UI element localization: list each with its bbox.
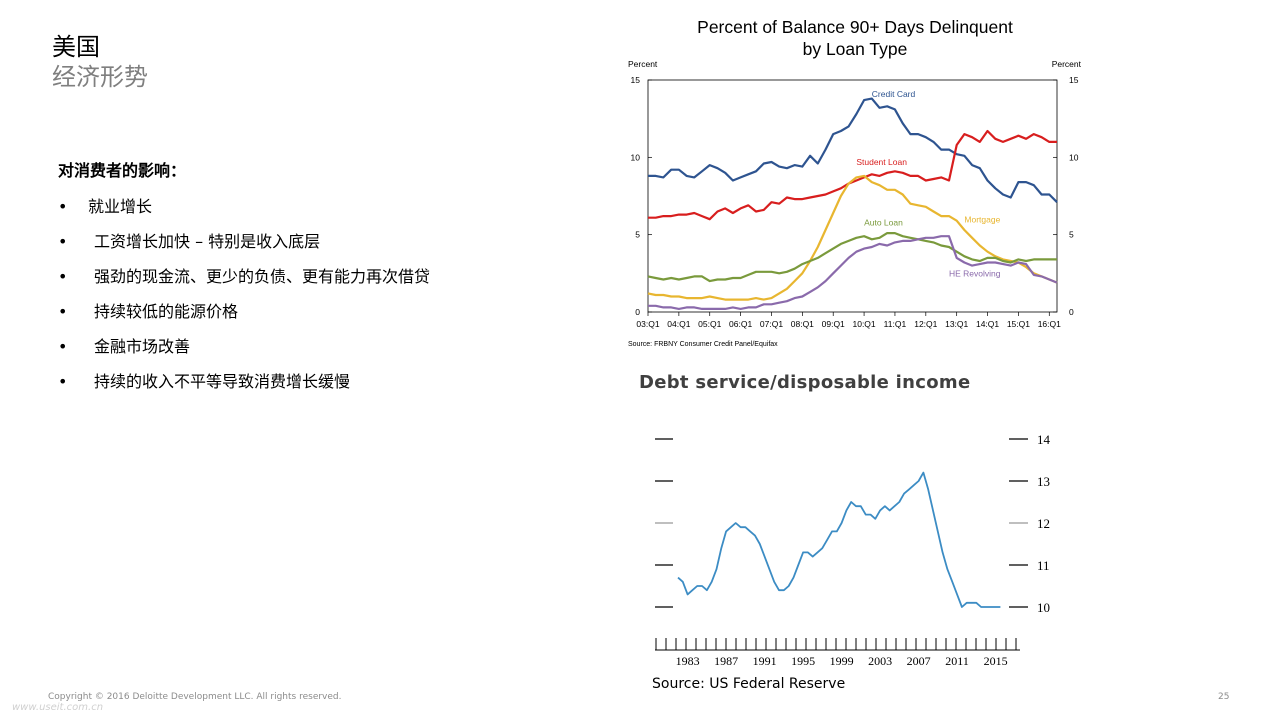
chart-subtitle: by Loan Type [803, 39, 908, 59]
x-tick-label: 2015 [984, 654, 1008, 668]
series-line [648, 129, 1057, 221]
debt-service-chart-title: Debt service/disposable income [639, 372, 971, 393]
y-tick-label-left: 10 [631, 152, 641, 162]
y-tick-label: 14 [1037, 432, 1051, 447]
x-tick-label: 08:Q1 [791, 319, 814, 329]
plot-frame [647, 79, 1058, 313]
delinquency-chart: Percent of Balance 90+ Days Delinquentby… [628, 17, 1082, 348]
x-tick-label: 1991 [753, 654, 777, 668]
bullet-dot: • [58, 302, 68, 321]
x-tick-label: 14:Q1 [976, 319, 999, 329]
x-tick-label: 2003 [868, 654, 892, 668]
series-label: Student Loan [856, 157, 907, 167]
x-tick-label: 11:Q1 [884, 319, 907, 329]
x-tick-label: 1983 [676, 654, 700, 668]
x-tick-label: 16:Q1 [1038, 319, 1061, 329]
y-tick-label: 11 [1037, 558, 1050, 573]
series-line [648, 97, 1058, 203]
y-tick-label-left: 5 [635, 230, 640, 240]
y-tick-label-left: 15 [631, 75, 641, 85]
x-tick-label: 15:Q1 [1007, 319, 1030, 329]
title-country: 美国 [52, 33, 100, 61]
bullet-text: 金融市场改善 [94, 337, 191, 356]
y-tick-label-right: 10 [1069, 152, 1079, 162]
y-tick-label-right: 15 [1069, 75, 1079, 85]
bullet-text: 持续的收入不平等导致消费增长缓慢 [94, 372, 351, 391]
x-tick-label: 05:Q1 [698, 319, 721, 329]
bullet-text: 工资增长加快 – 特别是收入底层 [94, 232, 321, 251]
series-label: Auto Loan [864, 217, 903, 227]
chart-title: Percent of Balance 90+ Days Delinquent [697, 17, 1013, 37]
y-tick-label: 10 [1037, 600, 1050, 615]
x-tick-label: 2007 [907, 654, 931, 668]
y-tick-label-right: 5 [1069, 230, 1074, 240]
x-tick-label: 1995 [791, 654, 815, 668]
y-tick-label: 13 [1037, 474, 1050, 489]
y-tick-label-left: 0 [635, 307, 640, 317]
y-tick-label-right: 0 [1069, 307, 1074, 317]
series-line [647, 174, 1058, 301]
series-label: HE Revolving [949, 268, 1001, 278]
y-axis-label-right: Percent [1052, 59, 1082, 69]
chart-source: Source: FRBNY Consumer Credit Panel/Equi… [628, 341, 778, 348]
x-tick-label: 1987 [714, 654, 738, 668]
series-label: Credit Card [872, 89, 916, 99]
x-tick-label: 06:Q1 [729, 319, 752, 329]
x-tick-label: 12:Q1 [914, 319, 937, 329]
impact-heading: 对消费者的影响： [58, 161, 187, 180]
copyright-notice: Copyright © 2016 Deloitte Development LL… [48, 692, 342, 702]
bullet-text: 强劲的现金流、更少的负债、更有能力再次借贷 [94, 267, 431, 286]
x-tick-label: 07:Q1 [760, 319, 783, 329]
x-tick-label: 03:Q1 [636, 319, 659, 329]
series-label: Mortgage [964, 214, 1000, 224]
bullet-dot: • [58, 337, 68, 356]
bullet-dot: • [58, 267, 68, 286]
debt-service-chart: 10 11 12 13 14 1983 1987 1991 1995 1999 2003 2007 20… [655, 432, 1051, 668]
x-tick-label: 04:Q1 [667, 319, 690, 329]
watermark: www.useit.com.cn [12, 702, 104, 713]
x-tick-label: 2011 [945, 654, 969, 668]
bullet-dot: • [58, 232, 68, 251]
series-line [648, 235, 1058, 310]
x-tick-label: 1999 [830, 654, 854, 668]
bullet-text: 就业增长 [88, 197, 153, 216]
series-line [677, 471, 1001, 608]
y-tick-label: 12 [1037, 516, 1050, 531]
bullet-dot: • [58, 372, 68, 391]
debt-service-source: Source: US Federal Reserve [652, 676, 846, 692]
bullet-dot: • [58, 197, 68, 216]
x-tick-label: 09:Q1 [822, 319, 845, 329]
slide-title: 美国 经济形势 [52, 32, 148, 92]
x-tick-label: 13:Q1 [945, 319, 968, 329]
y-axis-label-left: Percent [628, 59, 658, 69]
page-number: 25 [1218, 692, 1230, 702]
title-subject: 经济形势 [52, 63, 148, 91]
series-line [647, 232, 1057, 283]
x-tick-label: 10:Q1 [852, 319, 875, 329]
bullet-text: 持续较低的能源价格 [94, 302, 239, 321]
